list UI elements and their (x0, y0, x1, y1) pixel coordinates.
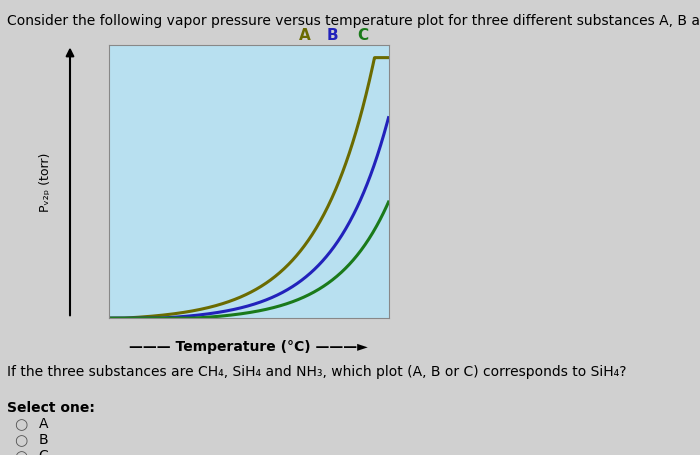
Text: C: C (38, 448, 48, 455)
Text: B: B (38, 432, 48, 446)
Text: ○: ○ (15, 416, 27, 431)
Text: Select one:: Select one: (7, 400, 95, 415)
Text: Pᵥ₂ₚ (torr): Pᵥ₂ₚ (torr) (39, 152, 52, 212)
Text: A: A (299, 28, 310, 43)
Text: Consider the following vapor pressure versus temperature plot for three differen: Consider the following vapor pressure ve… (7, 14, 700, 28)
Text: C: C (358, 28, 369, 43)
Text: ○: ○ (15, 432, 27, 447)
Text: ——— Temperature (°C) ———►: ——— Temperature (°C) ———► (129, 339, 368, 353)
Text: B: B (327, 28, 338, 43)
Text: ○: ○ (15, 448, 27, 455)
Text: If the three substances are CH₄, SiH₄ and NH₃, which plot (A, B or C) correspond: If the three substances are CH₄, SiH₄ an… (7, 364, 626, 378)
Text: A: A (38, 416, 48, 430)
